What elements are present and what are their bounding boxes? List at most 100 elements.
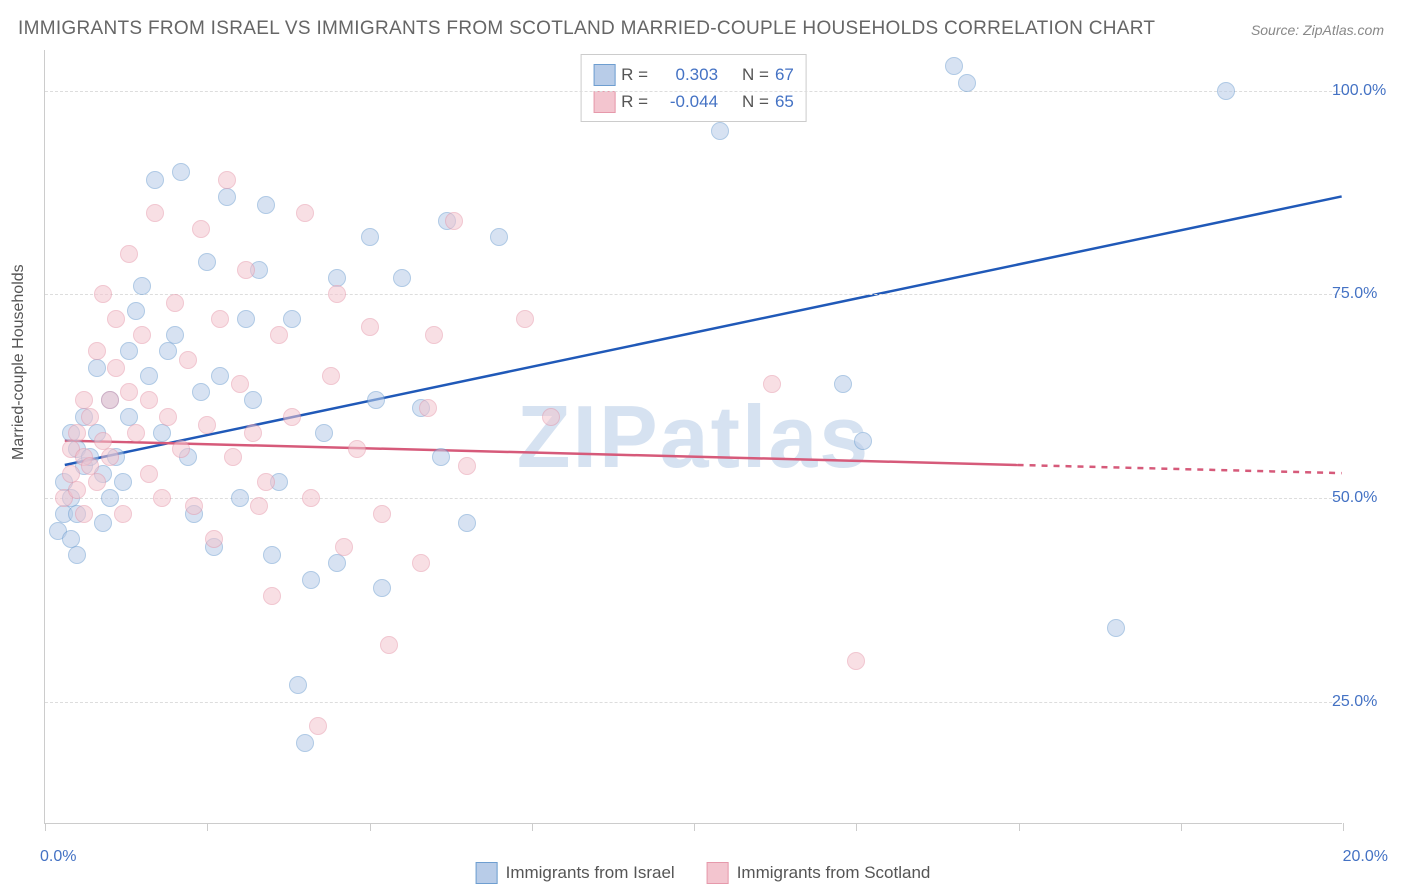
data-point-israel bbox=[88, 359, 106, 377]
data-point-israel bbox=[75, 457, 93, 475]
data-point-scotland bbox=[107, 359, 125, 377]
data-point-scotland bbox=[127, 424, 145, 442]
x-tick-mark bbox=[1181, 823, 1182, 831]
data-point-scotland bbox=[542, 408, 560, 426]
data-point-scotland bbox=[458, 457, 476, 475]
data-point-israel bbox=[328, 269, 346, 287]
data-point-israel bbox=[55, 505, 73, 523]
data-point-scotland bbox=[140, 465, 158, 483]
data-point-israel bbox=[237, 310, 255, 328]
data-point-israel bbox=[270, 473, 288, 491]
data-point-scotland bbox=[380, 636, 398, 654]
y-axis-label: Married-couple Households bbox=[10, 264, 28, 460]
data-point-israel bbox=[438, 212, 456, 230]
data-point-israel bbox=[49, 522, 67, 540]
data-point-scotland bbox=[75, 505, 93, 523]
data-point-israel bbox=[373, 579, 391, 597]
n-value-scotland: 65 bbox=[775, 88, 794, 115]
data-point-scotland bbox=[172, 440, 190, 458]
chart-title: IMMIGRANTS FROM ISRAEL VS IMMIGRANTS FRO… bbox=[18, 18, 1155, 40]
n-label: N = bbox=[742, 88, 769, 115]
stats-row-israel: R = 0.303 N = 67 bbox=[593, 61, 794, 88]
data-point-scotland bbox=[373, 505, 391, 523]
data-point-scotland bbox=[425, 326, 443, 344]
x-tick-mark bbox=[1343, 823, 1344, 831]
legend-label-scotland: Immigrants from Scotland bbox=[737, 863, 931, 883]
data-point-scotland bbox=[101, 391, 119, 409]
data-point-israel bbox=[140, 367, 158, 385]
swatch-israel bbox=[593, 64, 615, 86]
data-point-israel bbox=[283, 310, 301, 328]
data-point-scotland bbox=[88, 342, 106, 360]
data-point-scotland bbox=[412, 554, 430, 572]
data-point-israel bbox=[68, 505, 86, 523]
data-point-israel bbox=[211, 367, 229, 385]
data-point-scotland bbox=[159, 408, 177, 426]
data-point-scotland bbox=[185, 497, 203, 515]
plot-area: ZIPatlas R = 0.303 N = 67 R = -0.044 N =… bbox=[44, 50, 1342, 824]
chart-container: IMMIGRANTS FROM ISRAEL VS IMMIGRANTS FRO… bbox=[0, 0, 1406, 892]
data-point-israel bbox=[361, 228, 379, 246]
legend-item-scotland: Immigrants from Scotland bbox=[707, 862, 931, 884]
data-point-israel bbox=[192, 383, 210, 401]
data-point-scotland bbox=[361, 318, 379, 336]
data-point-scotland bbox=[309, 717, 327, 735]
data-point-israel bbox=[55, 473, 73, 491]
data-point-scotland bbox=[179, 351, 197, 369]
data-point-scotland bbox=[847, 652, 865, 670]
data-point-scotland bbox=[101, 448, 119, 466]
data-point-scotland bbox=[94, 432, 112, 450]
data-point-scotland bbox=[218, 171, 236, 189]
data-point-israel bbox=[218, 188, 236, 206]
data-point-scotland bbox=[205, 530, 223, 548]
data-point-scotland bbox=[763, 375, 781, 393]
data-point-israel bbox=[81, 448, 99, 466]
data-point-israel bbox=[257, 196, 275, 214]
data-point-israel bbox=[68, 440, 86, 458]
data-point-scotland bbox=[231, 375, 249, 393]
r-label: R = bbox=[621, 88, 648, 115]
data-point-scotland bbox=[114, 505, 132, 523]
data-point-israel bbox=[159, 342, 177, 360]
swatch-scotland bbox=[707, 862, 729, 884]
data-point-israel bbox=[412, 399, 430, 417]
data-point-scotland bbox=[335, 538, 353, 556]
y-tick-label: 25.0% bbox=[1332, 693, 1392, 711]
x-tick-mark bbox=[532, 823, 533, 831]
legend-item-israel: Immigrants from Israel bbox=[476, 862, 675, 884]
data-point-scotland bbox=[146, 204, 164, 222]
data-point-scotland bbox=[296, 204, 314, 222]
data-point-israel bbox=[711, 122, 729, 140]
data-point-israel bbox=[185, 505, 203, 523]
data-point-israel bbox=[94, 514, 112, 532]
data-point-israel bbox=[107, 448, 125, 466]
data-point-scotland bbox=[62, 465, 80, 483]
y-tick-label: 50.0% bbox=[1332, 489, 1392, 507]
r-value-israel: 0.303 bbox=[654, 61, 718, 88]
data-point-scotland bbox=[283, 408, 301, 426]
data-point-scotland bbox=[120, 245, 138, 263]
gridline bbox=[45, 702, 1342, 703]
x-tick-label-min: 0.0% bbox=[40, 848, 76, 866]
x-tick-mark bbox=[207, 823, 208, 831]
x-tick-mark bbox=[1019, 823, 1020, 831]
x-tick-mark bbox=[370, 823, 371, 831]
data-point-israel bbox=[114, 473, 132, 491]
trend-line-israel bbox=[65, 196, 1342, 465]
data-point-israel bbox=[834, 375, 852, 393]
data-point-israel bbox=[172, 163, 190, 181]
data-point-scotland bbox=[445, 212, 463, 230]
data-point-israel bbox=[146, 171, 164, 189]
n-value-israel: 67 bbox=[775, 61, 794, 88]
swatch-scotland bbox=[593, 91, 615, 113]
data-point-israel bbox=[75, 408, 93, 426]
data-point-israel bbox=[166, 326, 184, 344]
data-point-scotland bbox=[120, 383, 138, 401]
gridline bbox=[45, 294, 1342, 295]
n-label: N = bbox=[742, 61, 769, 88]
data-point-israel bbox=[94, 465, 112, 483]
gridline bbox=[45, 91, 1342, 92]
data-point-israel bbox=[432, 448, 450, 466]
data-point-scotland bbox=[81, 457, 99, 475]
data-point-scotland bbox=[166, 294, 184, 312]
